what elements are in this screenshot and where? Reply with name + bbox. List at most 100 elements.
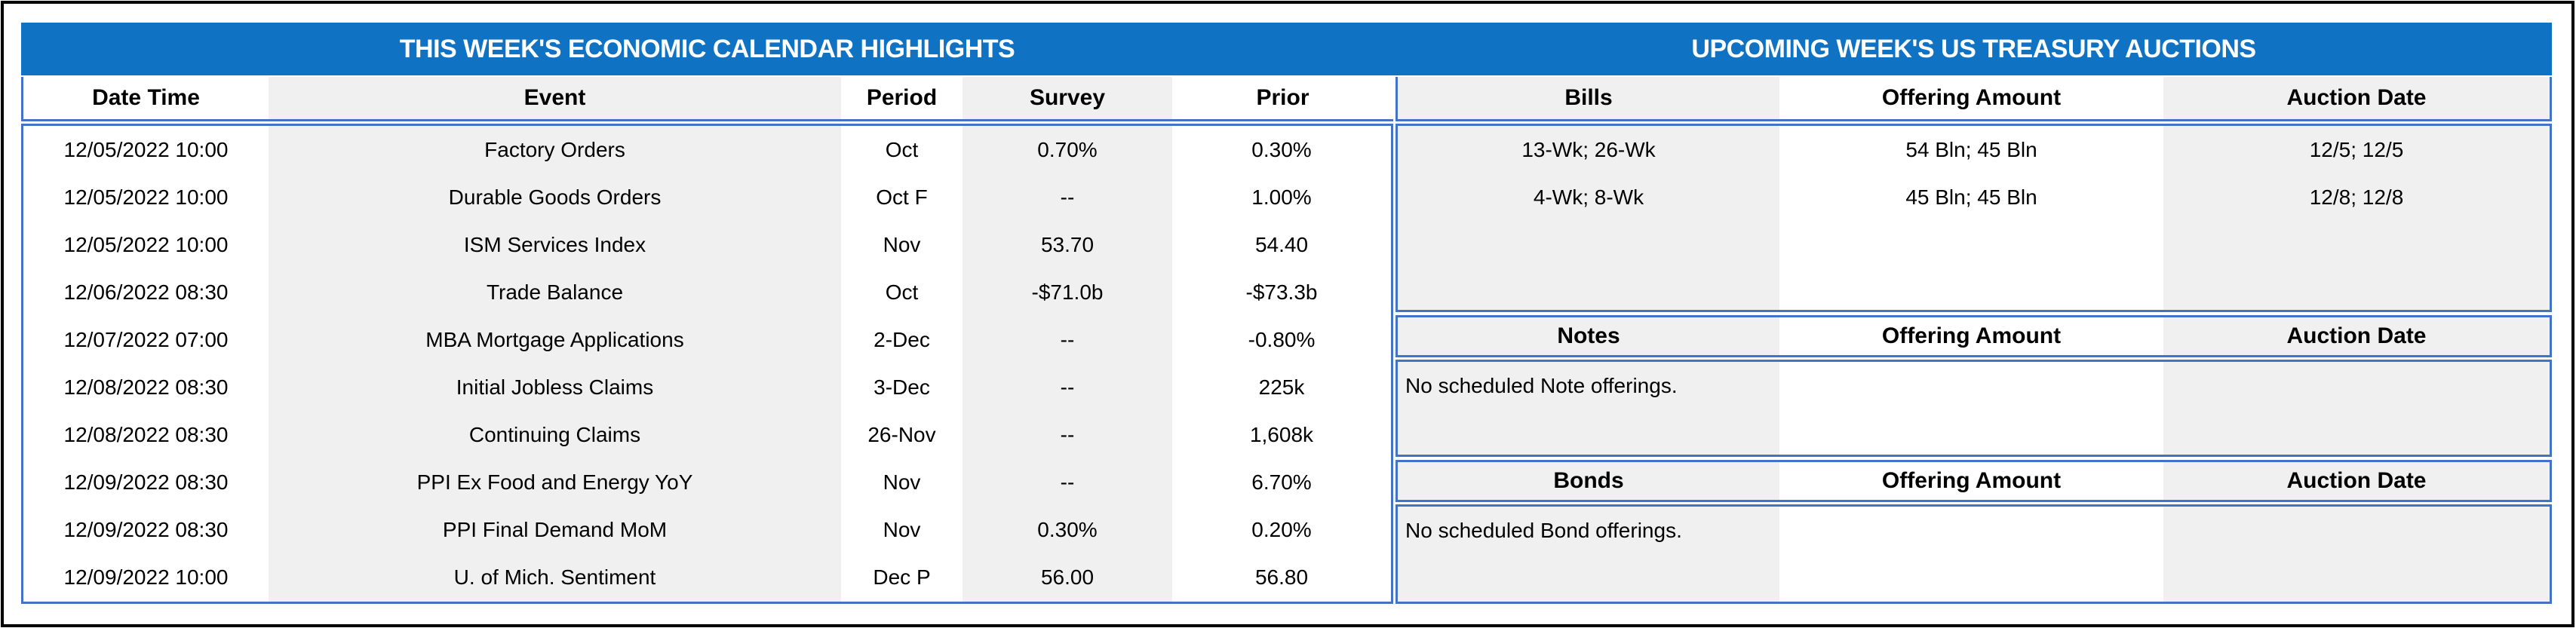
- cell-survey: -$71.0b: [963, 268, 1172, 317]
- table-row: 12/08/2022 08:30 Initial Jobless Claims …: [23, 363, 1391, 412]
- col-header-auction-date: Auction Date: [2163, 462, 2550, 500]
- cell-prior: 54.40: [1172, 221, 1391, 269]
- cell-date: 12/05/2022 10:00: [23, 126, 269, 174]
- cell-period: Nov: [841, 221, 963, 269]
- table-row: 12/06/2022 08:30 Trade Balance Oct -$71.…: [23, 268, 1391, 317]
- bonds-table: No scheduled Bond offerings.: [1395, 504, 2552, 604]
- col-header-auction-date: Auction Date: [2163, 77, 2550, 119]
- cell-prior: 0.20%: [1172, 506, 1391, 554]
- cell-period: Oct: [841, 126, 963, 174]
- cell-bill-amount: 45 Bln; 45 Bln: [1779, 173, 2163, 221]
- empty-striped-filler: [1398, 221, 2550, 310]
- cell-date: 12/07/2022 07:00: [23, 316, 269, 364]
- col-header-bonds: Bonds: [1398, 462, 1779, 500]
- calendar-table: 12/05/2022 10:00 Factory Orders Oct 0.70…: [21, 124, 1393, 604]
- cell-prior: 225k: [1172, 363, 1391, 412]
- cell-prior: 1,608k: [1172, 411, 1391, 459]
- notes-table: No scheduled Note offerings.: [1395, 360, 2552, 457]
- col-header-date-time: Date Time: [23, 77, 269, 119]
- col-header-offering-amount: Offering Amount: [1779, 77, 2163, 119]
- notes-empty-message: No scheduled Note offerings.: [1405, 373, 1678, 397]
- col-header-event: Event: [269, 77, 841, 119]
- table-row: 12/09/2022 08:30 PPI Ex Food and Energy …: [23, 458, 1391, 507]
- cell-prior: 1.00%: [1172, 173, 1391, 222]
- bonds-empty-row: No scheduled Bond offerings.: [1398, 507, 2550, 602]
- cell-prior: 6.70%: [1172, 458, 1391, 507]
- cell-period: Nov: [841, 506, 963, 554]
- cell-survey: 0.70%: [963, 126, 1172, 174]
- cell-event: ISM Services Index: [269, 221, 841, 269]
- cell-date: 12/09/2022 08:30: [23, 458, 269, 507]
- col-header-bills: Bills: [1398, 77, 1779, 119]
- notes-empty-row: No scheduled Note offerings.: [1398, 362, 2550, 455]
- cell-survey: 0.30%: [963, 506, 1172, 554]
- cell-event: Durable Goods Orders: [269, 173, 841, 222]
- col-header-period: Period: [841, 77, 963, 119]
- cell-survey: --: [963, 173, 1172, 222]
- cell-prior: 0.30%: [1172, 126, 1391, 174]
- table-row: 12/05/2022 10:00 ISM Services Index Nov …: [23, 221, 1391, 269]
- cell-event: Trade Balance: [269, 268, 841, 317]
- cell-survey: --: [963, 363, 1172, 412]
- col-header-prior: Prior: [1172, 77, 1393, 119]
- cell-survey: --: [963, 411, 1172, 459]
- col-header-offering-amount: Offering Amount: [1779, 462, 2163, 500]
- cell-survey: 56.00: [963, 553, 1172, 602]
- table-row: 12/05/2022 10:00 Factory Orders Oct 0.70…: [23, 126, 1391, 174]
- bills-table: 13-Wk; 26-Wk 54 Bln; 45 Bln 12/5; 12/5 4…: [1395, 124, 2552, 312]
- cell-survey: --: [963, 458, 1172, 507]
- bills-header-row: Bills Offering Amount Auction Date: [1395, 77, 2552, 121]
- calendar-table-body: 12/05/2022 10:00 Factory Orders Oct 0.70…: [23, 126, 1391, 602]
- notes-header-row: Notes Offering Amount Auction Date: [1395, 315, 2552, 357]
- cell-bill-amount: 54 Bln; 45 Bln: [1779, 126, 2163, 173]
- cell-event: PPI Final Demand MoM: [269, 506, 841, 554]
- title-bar: THIS WEEK'S ECONOMIC CALENDAR HIGHLIGHTS…: [21, 23, 2552, 75]
- table-row: 12/09/2022 08:30 PPI Final Demand MoM No…: [23, 506, 1391, 554]
- cell-period: Oct F: [841, 173, 963, 222]
- table-row: 12/07/2022 07:00 MBA Mortgage Applicatio…: [23, 316, 1391, 364]
- table-row: 12/09/2022 10:00 U. of Mich. Sentiment D…: [23, 553, 1391, 602]
- cell-period: 2-Dec: [841, 316, 963, 364]
- cell-event: Continuing Claims: [269, 411, 841, 459]
- cell-auction-date: 12/5; 12/5: [2163, 126, 2550, 173]
- cell-event: MBA Mortgage Applications: [269, 316, 841, 364]
- cell-survey: 53.70: [963, 221, 1172, 269]
- table-row: 12/08/2022 08:30 Continuing Claims 26-No…: [23, 411, 1391, 459]
- calendar-title: THIS WEEK'S ECONOMIC CALENDAR HIGHLIGHTS: [399, 34, 1015, 63]
- col-header-auction-date: Auction Date: [2163, 317, 2550, 355]
- col-header-offering-amount: Offering Amount: [1779, 317, 2163, 355]
- cell-date: 12/09/2022 10:00: [23, 553, 269, 602]
- cell-survey: --: [963, 316, 1172, 364]
- cell-event: Factory Orders: [269, 126, 841, 174]
- cell-date: 12/08/2022 08:30: [23, 363, 269, 412]
- cell-event: PPI Ex Food and Energy YoY: [269, 458, 841, 507]
- cell-period: 26-Nov: [841, 411, 963, 459]
- cell-event: U. of Mich. Sentiment: [269, 553, 841, 602]
- cell-auction-date: 12/8; 12/8: [2163, 173, 2550, 221]
- cell-bill-type: 13-Wk; 26-Wk: [1398, 126, 1779, 173]
- table-row: 12/05/2022 10:00 Durable Goods Orders Oc…: [23, 173, 1391, 222]
- cell-bill-type: 4-Wk; 8-Wk: [1398, 173, 1779, 221]
- auctions-title: UPCOMING WEEK'S US TREASURY AUCTIONS: [1691, 34, 2256, 63]
- cell-period: 3-Dec: [841, 363, 963, 412]
- cell-prior: -$73.3b: [1172, 268, 1391, 317]
- cell-event: Initial Jobless Claims: [269, 363, 841, 412]
- cell-date: 12/06/2022 08:30: [23, 268, 269, 317]
- cell-period: Dec P: [841, 553, 963, 602]
- col-header-notes: Notes: [1398, 317, 1779, 355]
- cell-prior: 56.80: [1172, 553, 1391, 602]
- cell-date: 12/05/2022 10:00: [23, 173, 269, 222]
- cell-period: Oct: [841, 268, 963, 317]
- bonds-header-row: Bonds Offering Amount Auction Date: [1395, 460, 2552, 502]
- bonds-empty-message: No scheduled Bond offerings.: [1405, 518, 1682, 542]
- cell-date: 12/09/2022 08:30: [23, 506, 269, 554]
- calendar-header-row: Date Time Event Period Survey Prior: [21, 77, 1393, 121]
- cell-period: Nov: [841, 458, 963, 507]
- cell-prior: -0.80%: [1172, 316, 1391, 364]
- table-row: 4-Wk; 8-Wk 45 Bln; 45 Bln 12/8; 12/8: [1398, 173, 2550, 221]
- col-header-survey: Survey: [963, 77, 1172, 119]
- cell-date: 12/08/2022 08:30: [23, 411, 269, 459]
- cell-date: 12/05/2022 10:00: [23, 221, 269, 269]
- table-row: 13-Wk; 26-Wk 54 Bln; 45 Bln 12/5; 12/5: [1398, 126, 2550, 173]
